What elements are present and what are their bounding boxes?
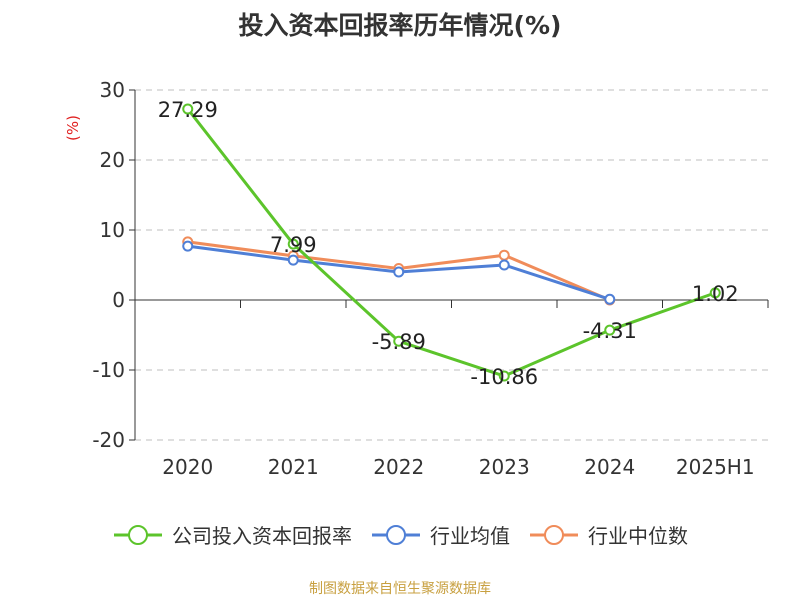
legend-item: 公司投入资本回报率: [112, 520, 352, 549]
legend-item: 行业均值: [370, 520, 510, 549]
legend: 公司投入资本回报率 行业均值 行业中位数: [0, 520, 800, 549]
data-point: [498, 259, 510, 271]
x-tick-label: 2024: [584, 455, 635, 479]
axes: 30 20 10 0 -10 -20 2020 2021 2022 2023 2024 2025H1: [92, 78, 769, 479]
data-label: 7.99: [270, 233, 317, 257]
legend-item: 行业中位数: [528, 520, 688, 549]
data-point: [604, 324, 616, 336]
series-line: [186, 108, 716, 378]
source-note: 制图数据来自恒生聚源数据库: [309, 581, 491, 597]
data-label: -4.31: [583, 319, 637, 343]
data-label: -5.89: [372, 330, 426, 354]
data-point: [287, 238, 299, 250]
y-axis-label: (%): [64, 115, 82, 141]
data-point: [182, 240, 194, 252]
x-tick-label: 2020: [162, 455, 213, 479]
data-labels: 27.29 7.99 -5.89 -10.86 -4.31 1.02: [158, 98, 739, 389]
y-tick-label: 20: [100, 148, 125, 172]
x-tick-label: 2021: [268, 455, 319, 479]
data-point: [604, 293, 616, 305]
y-tick-label: -10: [92, 358, 125, 382]
chart-title: 投入资本回报率历年情况(%): [238, 11, 562, 40]
x-tick-label: 2023: [479, 455, 530, 479]
series: [182, 103, 721, 382]
x-tick-label: 2022: [373, 455, 424, 479]
data-point: [709, 287, 721, 299]
legend-marker: [530, 524, 578, 545]
legend-marker: [372, 524, 420, 545]
data-label: -10.86: [470, 365, 538, 389]
legend-label: 行业中位数: [588, 524, 688, 548]
data-point: [182, 103, 194, 115]
y-tick-label: -20: [92, 428, 125, 452]
data-point: [498, 249, 510, 261]
data-label: 27.29: [158, 98, 218, 122]
y-tick-label: 0: [112, 288, 125, 312]
x-tick-label: 2025H1: [676, 455, 755, 479]
legend-label: 公司投入资本回报率: [172, 524, 352, 548]
data-point: [393, 266, 405, 278]
data-point: [498, 370, 510, 382]
data-point: [393, 335, 405, 347]
grid-lines: [135, 89, 768, 441]
y-tick-label: 30: [100, 78, 125, 102]
legend-marker: [114, 524, 162, 545]
y-tick-label: 10: [100, 218, 125, 242]
data-point: [287, 254, 299, 266]
legend-label: 行业均值: [430, 524, 510, 548]
data-label: 1.02: [692, 282, 739, 306]
